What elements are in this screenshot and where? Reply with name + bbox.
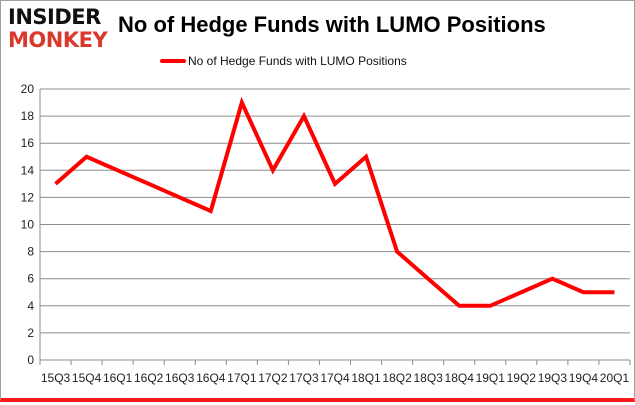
logo-line1: INSIDER	[8, 5, 101, 29]
y-tick-label: 10	[21, 218, 35, 232]
x-tick-label: 17Q4	[320, 371, 350, 385]
chart-title: No of Hedge Funds with LUMO Positions	[118, 12, 546, 37]
y-tick-label: 6	[27, 272, 34, 286]
x-tick-label: 16Q3	[165, 371, 195, 385]
insider-monkey-logo: INSIDER MONKEY	[8, 6, 116, 52]
y-tick-label: 18	[21, 109, 35, 123]
x-tick-label: 19Q3	[538, 371, 568, 385]
y-tick-label: 16	[21, 136, 35, 150]
x-tick-label: 18Q3	[413, 371, 443, 385]
y-tick-label: 20	[21, 82, 35, 96]
x-tick-label: 19Q2	[507, 371, 537, 385]
x-tick-label: 17Q1	[227, 371, 257, 385]
x-tick-label: 15Q3	[41, 371, 71, 385]
logo-line2: MONKEY	[8, 28, 108, 52]
x-tick-label: 16Q2	[134, 371, 164, 385]
x-tick-label: 18Q4	[445, 371, 475, 385]
x-tick-label: 19Q4	[569, 371, 599, 385]
y-tick-label: 8	[27, 245, 34, 259]
y-tick-label: 2	[27, 326, 34, 340]
x-tick-label: 15Q4	[72, 371, 102, 385]
series-line	[54, 96, 615, 308]
x-tick-label: 19Q1	[476, 371, 506, 385]
x-tick-label: 17Q2	[258, 371, 288, 385]
x-tick-label: 16Q4	[196, 371, 226, 385]
y-tick-label: 12	[21, 190, 35, 204]
x-tick-label: 17Q3	[289, 371, 319, 385]
x-tick-label: 20Q1	[600, 371, 630, 385]
y-tick-label: 4	[27, 299, 34, 313]
y-tick-label: 14	[21, 163, 35, 177]
x-tick-label: 18Q1	[351, 371, 381, 385]
legend-label: No of Hedge Funds with LUMO Positions	[188, 54, 407, 68]
y-tick-label: 0	[27, 353, 34, 367]
legend: No of Hedge Funds with LUMO Positions	[160, 54, 407, 68]
x-tick-label: 16Q1	[103, 371, 133, 385]
legend-swatch	[160, 59, 186, 63]
x-tick-label: 18Q2	[382, 371, 412, 385]
